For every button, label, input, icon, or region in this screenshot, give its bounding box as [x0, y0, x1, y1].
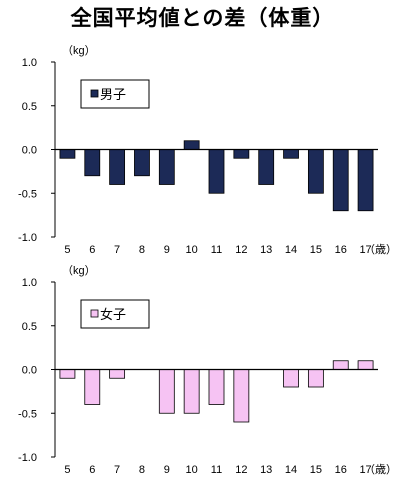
boys-x-tick-label: 9 [164, 244, 170, 256]
boys-x-tick-label: 11 [211, 244, 222, 256]
girls-bar-age-17 [357, 360, 374, 370]
boys-bar-age-5 [59, 149, 76, 159]
girls-x-tick-label: 13 [260, 464, 272, 476]
girls-bar-age-11 [208, 369, 225, 405]
boys-bar-age-9 [158, 149, 175, 185]
girls-x-tick-label: 16 [335, 464, 347, 476]
boys-unit-label: （kg） [62, 44, 96, 57]
boys-bar-age-6 [84, 149, 101, 177]
girls-bar-age-14 [283, 369, 299, 388]
girls-x-tick-label: 14 [285, 464, 297, 476]
boys-bar-age-7 [109, 149, 126, 185]
girls-x-tick-label: 8 [139, 464, 145, 476]
girls-bar-age-7 [109, 369, 126, 379]
girls-legend-swatch [90, 309, 99, 318]
girls-legend-box [80, 299, 150, 329]
boys-bar-age-16 [332, 149, 349, 212]
boys-y-tick-label: 0.5 [22, 101, 37, 113]
girls-y-tick-label: -1.0 [18, 452, 37, 464]
girls-bar-age-5 [59, 369, 76, 379]
boys-x-tick-label: 8 [139, 244, 145, 256]
girls-legend-label: 女子 [100, 307, 126, 322]
boys-bar-age-12 [233, 149, 250, 159]
boys-legend-swatch [90, 89, 99, 98]
girls-x-tick-label: 7 [114, 464, 120, 476]
girls-y-tick-label: -0.5 [18, 408, 37, 420]
page-title: 全国平均値との差（体重） [70, 6, 335, 30]
girls-bar-age-16 [332, 360, 349, 370]
boys-x-tick-label: 7 [114, 244, 120, 256]
boys-x-tick-label: 12 [235, 244, 247, 256]
boys-x-tick-label: 10 [186, 244, 198, 256]
boys-y-tick-label: 1.0 [22, 57, 37, 69]
boys-y-tick-label: -1.0 [18, 232, 37, 244]
girls-y-tick-label: 1.0 [22, 277, 37, 289]
boys-y-tick-label: 0.0 [22, 145, 37, 157]
boys-y-tick-label: -0.5 [18, 188, 37, 200]
boys-bar-age-13 [258, 149, 275, 185]
girls-x-tick-label: 10 [186, 464, 198, 476]
girls-y-tick-label: 0.5 [22, 321, 37, 333]
girls-x-tick-label: 6 [89, 464, 95, 476]
girls-x-unit-label: （歳） [364, 463, 397, 476]
boys-x-tick-label: 15 [310, 244, 322, 256]
girls-x-tick-label: 15 [310, 464, 322, 476]
girls-x-tick-label: 17 [359, 464, 371, 476]
girls-bar-age-12 [233, 369, 250, 423]
boys-weight-chart: （kg） 1.0 0.5 0.0 -0.5 -1.0 5 6 7 8 9 10 11 12 13 14 15 16… [18, 44, 397, 256]
boys-x-unit-label: （歳） [364, 243, 397, 256]
girls-x-tick-label: 5 [64, 464, 70, 476]
boys-bar-age-10 [183, 140, 200, 150]
boys-legend: 男子 [80, 79, 150, 109]
boys-x-tick-label: 6 [89, 244, 95, 256]
boys-x-tick-label: 5 [64, 244, 70, 256]
girls-bar-age-10 [183, 369, 200, 414]
boys-legend-label: 男子 [100, 87, 126, 102]
boys-bar-age-11 [208, 149, 225, 194]
boys-x-tick-label: 14 [285, 244, 297, 256]
boys-bar-age-17 [357, 149, 374, 212]
boys-x-tick-label: 13 [260, 244, 272, 256]
girls-bar-age-6 [84, 369, 101, 405]
girls-x-tick-label: 12 [235, 464, 247, 476]
boys-x-tick-label: 17 [359, 244, 371, 256]
girls-unit-label: （kg） [62, 264, 96, 277]
boys-bar-age-8 [134, 149, 150, 177]
boys-bar-age-14 [283, 149, 299, 159]
girls-y-tick-label: 0.0 [22, 365, 37, 377]
boys-x-tick-label: 16 [335, 244, 347, 256]
girls-weight-chart: （kg） 1.0 0.5 0.0 -0.5 -1.0 5 6 7 8 9 10 11 12 13 14 15 16… [18, 264, 397, 476]
girls-bar-age-15 [307, 369, 324, 388]
girls-legend: 女子 [80, 299, 150, 329]
girls-x-tick-label: 11 [211, 464, 222, 476]
boys-bar-age-15 [307, 149, 324, 194]
girls-x-tick-label: 9 [164, 464, 170, 476]
girls-bar-age-9 [158, 369, 175, 414]
